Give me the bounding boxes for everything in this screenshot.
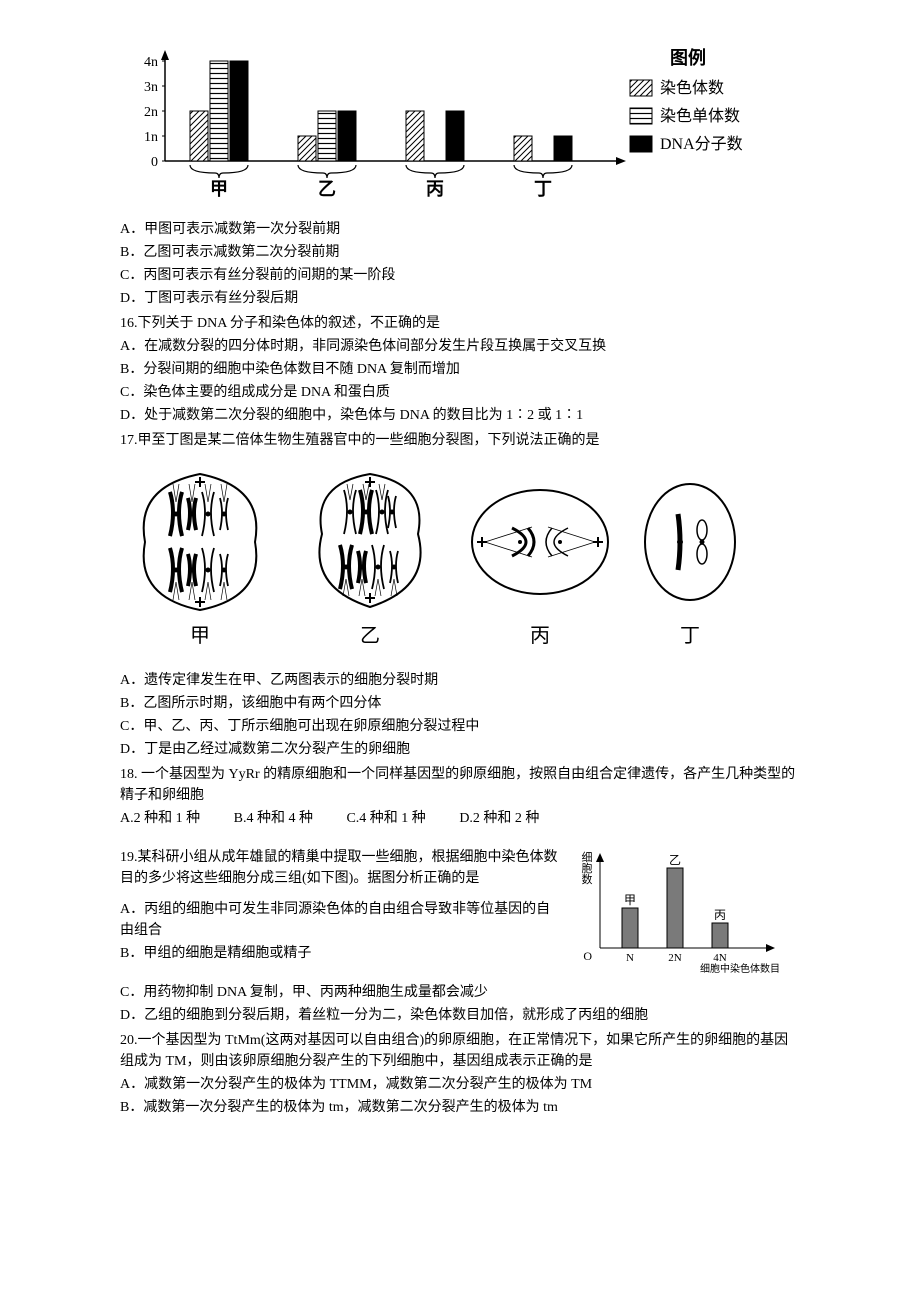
svg-text:2N: 2N — [668, 952, 682, 964]
q17-C: C．甲、乙、丙、丁所示细胞可出现在卵原细胞分裂过程中 — [120, 716, 800, 737]
svg-text:细胞数: 细胞数 — [580, 851, 593, 885]
q16-stem: 16.下列关于 DNA 分子和染色体的叙述，不正确的是 — [120, 313, 800, 334]
q18-D: D.2 种和 2 种 — [459, 811, 539, 826]
svg-text:3n: 3n — [144, 80, 158, 95]
svg-text:乙: 乙 — [360, 625, 380, 647]
fig3-bar-chart: 细胞数 O 甲 N 乙 2N 丙 4N细胞中染色体数目 — [570, 843, 800, 980]
q15-B: B．乙图可表示减数第二次分裂前期 — [120, 242, 800, 263]
q18-stem: 18. 一个基因型为 YyRr 的精原细胞和一个同样基因型的卵原细胞，按照自由组… — [120, 764, 800, 806]
q19-D: D．乙组的细胞到分裂后期，着丝粒一分为二，染色体数目加倍，就形成了丙组的细胞 — [120, 1005, 800, 1026]
svg-text:甲: 甲 — [210, 179, 228, 199]
q17-A: A．遗传定律发生在甲、乙两图表示的细胞分裂时期 — [120, 670, 800, 691]
svg-text:4n: 4n — [144, 55, 158, 70]
q18-options: A.2 种和 1 种 B.4 种和 4 种 C.4 种和 1 种 D.2 种和 … — [120, 808, 800, 829]
q19-C: C．用药物抑制 DNA 复制，甲、丙两种细胞生成量都会减少 — [120, 982, 800, 1003]
q16-C: C．染色体主要的组成成分是 DNA 和蛋白质 — [120, 382, 800, 403]
q15-C: C．丙图可表示有丝分裂前的间期的某一阶段 — [120, 265, 800, 286]
q18-B: B.4 种和 4 种 — [234, 811, 313, 826]
svg-text:染色单体数: 染色单体数 — [660, 107, 740, 125]
q20-B: B．减数第一次分裂产生的极体为 tm，减数第二次分裂产生的极体为 tm — [120, 1097, 800, 1118]
svg-text:丙: 丙 — [530, 625, 550, 647]
svg-text:DNA分子数: DNA分子数 — [660, 135, 743, 153]
svg-text:O: O — [583, 949, 592, 963]
svg-text:乙: 乙 — [669, 853, 681, 867]
svg-text:4N: 4N — [713, 952, 727, 964]
svg-text:1n: 1n — [144, 130, 158, 145]
q19-A: A．丙组的细胞中可发生非同源染色体的自由组合导致非等位基因的自由组合 — [120, 899, 560, 941]
svg-text:丙: 丙 — [714, 908, 726, 922]
q20-stem: 20.一个基因型为 TtMm(这两对基因可以自由组合)的卵原细胞，在正常情况下，… — [120, 1030, 800, 1072]
svg-text:丁: 丁 — [534, 179, 552, 199]
q17-B: B．乙图所示时期，该细胞中有两个四分体 — [120, 693, 800, 714]
fig1-bar-chart: 0 1n 2n 3n 4n 甲 乙 丙 丁 图例染色体数染色单体数 DNA分子数 — [120, 46, 800, 213]
svg-text:丙: 丙 — [426, 179, 444, 199]
q16-D: D．处于减数第二次分裂的细胞中，染色体与 DNA 的数目比为 1∶2 或 1∶1 — [120, 405, 800, 426]
q15-D: D．丁图可表示有丝分裂后期 — [120, 288, 800, 309]
svg-text:2n: 2n — [144, 105, 158, 120]
svg-text:甲: 甲 — [624, 893, 636, 907]
q18-C: C.4 种和 1 种 — [346, 811, 425, 826]
q19-B: B．甲组的细胞是精细胞或精子 — [120, 943, 560, 964]
svg-text:丁: 丁 — [680, 625, 700, 647]
svg-text:0: 0 — [151, 155, 158, 170]
svg-text:甲: 甲 — [190, 625, 210, 647]
svg-text:细胞中染色体数目: 细胞中染色体数目 — [700, 962, 780, 973]
svg-text:N: N — [626, 952, 634, 964]
q19-stem: 19.某科研小组从成年雄鼠的精巢中提取一些细胞，根据细胞中染色体数目的多少将这些… — [120, 847, 560, 889]
fig2-cells: 甲乙丙丁 — [120, 457, 800, 664]
svg-text:图例: 图例 — [670, 47, 706, 68]
q16-A: A．在减数分裂的四分体时期，非同源染色体间部分发生片段互换属于交叉互换 — [120, 336, 800, 357]
q15-A: A．甲图可表示减数第一次分裂前期 — [120, 219, 800, 240]
q17-D: D．丁是由乙经过减数第二次分裂产生的卵细胞 — [120, 739, 800, 760]
q18-A: A.2 种和 1 种 — [120, 811, 200, 826]
q17-stem: 17.甲至丁图是某二倍体生物生殖器官中的一些细胞分裂图，下列说法正确的是 — [120, 430, 800, 451]
svg-text:乙: 乙 — [318, 179, 336, 199]
q20-A: A．减数第一次分裂产生的极体为 TTMM，减数第二次分裂产生的极体为 TM — [120, 1074, 800, 1095]
svg-text:染色体数: 染色体数 — [660, 79, 724, 97]
q16-B: B．分裂间期的细胞中染色体数目不随 DNA 复制而增加 — [120, 359, 800, 380]
